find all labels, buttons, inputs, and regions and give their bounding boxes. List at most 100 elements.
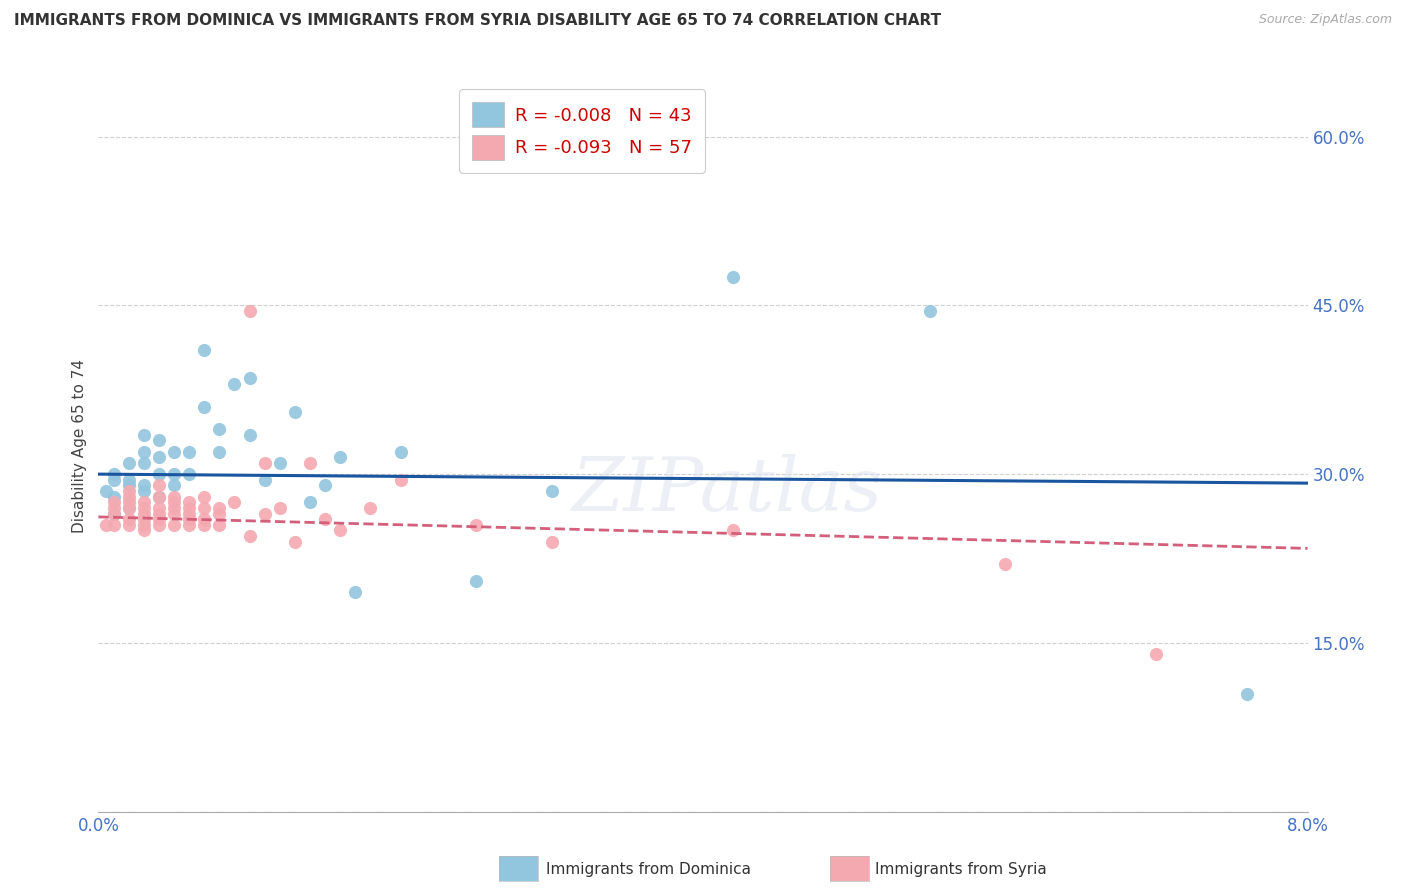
Point <box>269 456 291 470</box>
Point <box>994 557 1017 571</box>
Point <box>540 534 562 549</box>
Point <box>253 507 276 521</box>
Point <box>148 507 170 521</box>
Point <box>118 483 141 498</box>
Point <box>193 490 215 504</box>
Point <box>465 517 488 532</box>
Point <box>163 444 186 458</box>
Point <box>103 490 125 504</box>
Point <box>132 456 155 470</box>
Point <box>1236 687 1258 701</box>
Point <box>103 495 125 509</box>
Point <box>132 478 155 492</box>
Point <box>163 495 186 509</box>
Point <box>179 500 201 515</box>
Point <box>103 473 125 487</box>
Point <box>465 574 488 588</box>
Point <box>193 400 215 414</box>
Point <box>94 517 117 532</box>
Legend: R = -0.008   N = 43, R = -0.093   N = 57: R = -0.008 N = 43, R = -0.093 N = 57 <box>460 89 704 173</box>
Point <box>329 450 352 465</box>
Point <box>132 427 155 442</box>
Point <box>208 517 231 532</box>
Point <box>193 343 215 358</box>
Point <box>329 524 352 538</box>
Point <box>132 524 155 538</box>
Point <box>239 427 262 442</box>
Point <box>224 377 246 392</box>
Point <box>94 483 117 498</box>
Point <box>118 490 141 504</box>
Point <box>389 444 412 458</box>
Point <box>148 467 170 482</box>
Point <box>179 444 201 458</box>
Point <box>148 434 170 448</box>
Point <box>132 483 155 498</box>
Point <box>723 270 745 285</box>
Point <box>314 512 336 526</box>
Point <box>132 495 155 509</box>
Text: ZIPatlas: ZIPatlas <box>572 454 883 526</box>
Point <box>179 507 201 521</box>
Point <box>118 456 141 470</box>
Point <box>208 422 231 436</box>
Point <box>132 507 155 521</box>
Text: Source: ZipAtlas.com: Source: ZipAtlas.com <box>1258 13 1392 27</box>
Point <box>132 444 155 458</box>
Point <box>148 500 170 515</box>
Point <box>118 512 141 526</box>
Point <box>163 507 186 521</box>
Point <box>103 507 125 521</box>
Point <box>163 478 186 492</box>
Point <box>179 467 201 482</box>
Point <box>918 304 941 318</box>
Point <box>148 450 170 465</box>
Point <box>299 495 322 509</box>
Point <box>284 534 307 549</box>
Point <box>103 467 125 482</box>
Point <box>163 467 186 482</box>
Point <box>193 512 215 526</box>
Point <box>132 512 155 526</box>
Point <box>1144 647 1167 661</box>
Y-axis label: Disability Age 65 to 74: Disability Age 65 to 74 <box>72 359 87 533</box>
Point <box>389 473 412 487</box>
Point <box>103 517 125 532</box>
Point <box>163 490 186 504</box>
Point <box>118 500 141 515</box>
Point <box>148 490 170 504</box>
Point <box>540 483 562 498</box>
Point <box>118 473 141 487</box>
Point <box>284 405 307 419</box>
Point <box>148 490 170 504</box>
Point <box>359 500 381 515</box>
Point <box>344 585 367 599</box>
Point <box>314 478 336 492</box>
Point <box>253 456 276 470</box>
Text: Immigrants from Syria: Immigrants from Syria <box>875 863 1046 877</box>
Point <box>224 495 246 509</box>
Point <box>239 304 262 318</box>
Point <box>132 500 155 515</box>
Point <box>208 500 231 515</box>
Point <box>179 517 201 532</box>
Point <box>118 517 141 532</box>
Point <box>239 371 262 385</box>
Point <box>269 500 291 515</box>
Point <box>132 517 155 532</box>
Point <box>118 478 141 492</box>
Point <box>208 444 231 458</box>
Text: Immigrants from Dominica: Immigrants from Dominica <box>546 863 751 877</box>
Point <box>193 500 215 515</box>
Point <box>179 495 201 509</box>
Point <box>148 512 170 526</box>
Point <box>179 512 201 526</box>
Point <box>193 517 215 532</box>
Point <box>148 478 170 492</box>
Point <box>208 507 231 521</box>
Point <box>163 500 186 515</box>
Text: IMMIGRANTS FROM DOMINICA VS IMMIGRANTS FROM SYRIA DISABILITY AGE 65 TO 74 CORREL: IMMIGRANTS FROM DOMINICA VS IMMIGRANTS F… <box>14 13 941 29</box>
Point <box>148 517 170 532</box>
Point <box>299 456 322 470</box>
Point <box>253 473 276 487</box>
